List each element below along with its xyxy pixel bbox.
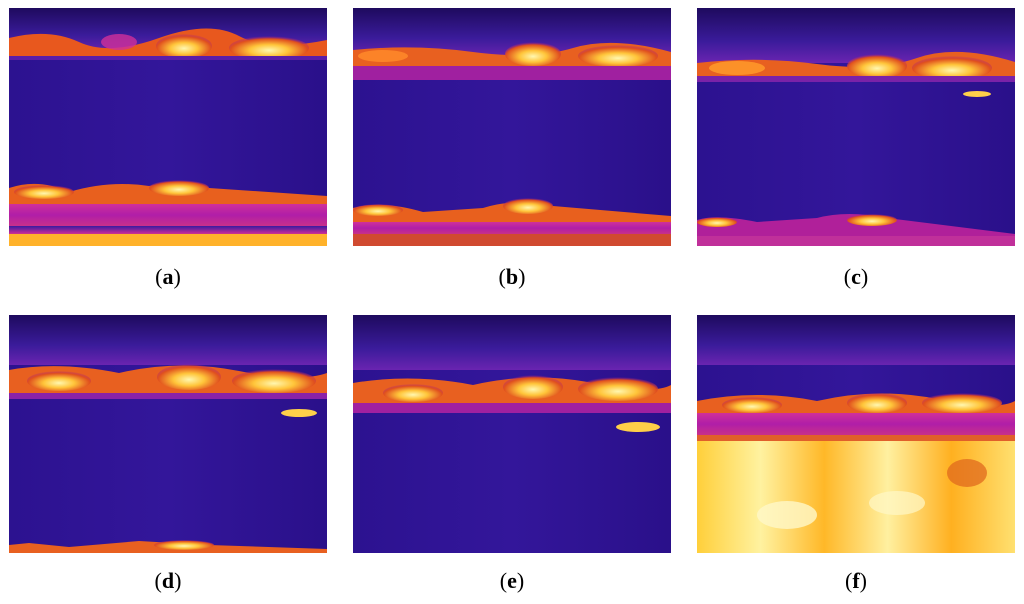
caption-e: (e) [499,568,525,593]
caption-label: f [852,568,860,593]
caption-a: (a) [155,264,181,289]
caption-label: d [161,568,175,593]
caption-d: (d) [154,568,182,593]
caption-label: b [505,264,519,289]
caption-b: (b) [498,264,526,289]
caption-label: c [851,264,861,289]
thermal-image-f [697,315,1015,553]
thermal-image-a [9,8,327,246]
thermal-image-e [353,315,671,553]
thermal-image-c [697,8,1015,246]
caption-label: e [507,568,517,593]
thermal-image-d [9,315,327,553]
caption-c: (c) [843,264,869,289]
thermal-image-b [353,8,671,246]
caption-label: a [162,264,174,289]
caption-f: (f) [845,568,867,593]
